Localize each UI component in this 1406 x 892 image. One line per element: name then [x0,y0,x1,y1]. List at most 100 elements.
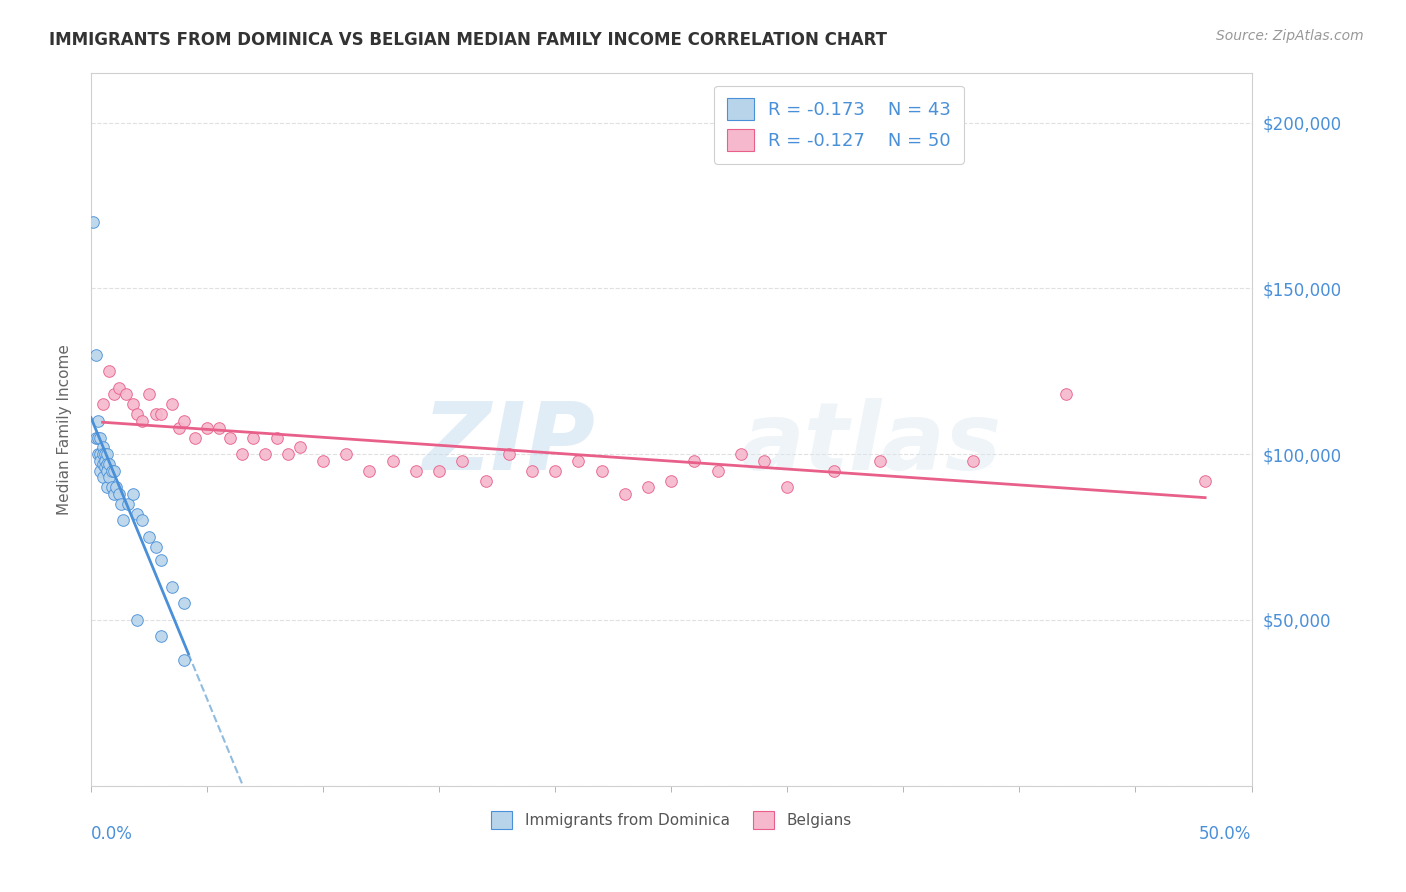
Point [127,613,149,627]
Point [613,487,636,501]
Point [207,420,229,434]
Point [869,454,891,468]
Point [776,480,799,494]
Point [637,480,659,494]
Point [138,387,160,401]
Point [96,480,118,494]
Point [160,397,183,411]
Point [173,652,195,666]
Point [184,431,207,445]
Text: 0.0%: 0.0% [91,825,132,843]
Point [107,381,129,395]
Point [103,487,125,501]
Point [91,447,114,461]
Point [145,540,167,554]
Point [752,454,775,468]
Point [730,447,752,461]
Point [173,596,195,610]
Point [87,447,110,461]
Point [89,447,111,461]
Point [107,487,129,501]
Point [87,431,110,445]
Point [138,530,160,544]
Point [195,420,218,434]
Point [94,460,117,475]
Point [131,414,153,428]
Point [160,580,183,594]
Point [94,447,117,461]
Point [288,441,311,455]
Point [121,397,143,411]
Text: atlas: atlas [741,398,1002,490]
Text: ZIP: ZIP [423,398,596,490]
Point [145,408,167,422]
Point [167,420,190,434]
Point [359,464,381,478]
Point [96,447,118,461]
Point [89,464,111,478]
Point [127,408,149,422]
Point [91,457,114,471]
Point [82,215,104,229]
Point [591,464,613,478]
Point [89,454,111,468]
Point [520,464,543,478]
Point [98,364,121,378]
Point [84,431,107,445]
Point [103,387,125,401]
Point [117,497,139,511]
Point [114,387,136,401]
Point [87,414,110,428]
Point [381,454,404,468]
Point [91,441,114,455]
Point [474,474,496,488]
Point [105,480,128,494]
Point [427,464,450,478]
Point [683,454,706,468]
Point [101,464,124,478]
Point [335,447,357,461]
Point [1054,387,1077,401]
Point [96,464,118,478]
Point [659,474,682,488]
Point [823,464,845,478]
Point [91,397,114,411]
Point [567,454,589,468]
Point [103,464,125,478]
Point [405,464,427,478]
Point [121,487,143,501]
Point [312,454,335,468]
Point [1194,474,1216,488]
Point [242,431,264,445]
Point [112,513,135,527]
Point [266,431,288,445]
Point [96,457,118,471]
Text: IMMIGRANTS FROM DOMINICA VS BELGIAN MEDIAN FAMILY INCOME CORRELATION CHART: IMMIGRANTS FROM DOMINICA VS BELGIAN MEDI… [49,31,887,49]
Point [544,464,567,478]
Point [101,480,124,494]
Point [89,431,111,445]
Point [131,513,153,527]
Point [84,348,107,362]
Point [94,454,117,468]
Y-axis label: Median Family Income: Median Family Income [58,343,72,515]
Point [451,454,474,468]
Point [706,464,728,478]
Point [91,470,114,484]
Point [149,408,172,422]
Point [149,629,172,643]
Point [962,454,984,468]
Point [231,447,253,461]
Legend: Immigrants from Dominica, Belgians: Immigrants from Dominica, Belgians [485,805,858,835]
Point [253,447,276,461]
Point [98,470,121,484]
Point [498,447,520,461]
Point [219,431,242,445]
Point [110,497,132,511]
Point [277,447,299,461]
Point [127,507,149,521]
Point [98,457,121,471]
Point [149,553,172,567]
Point [173,414,195,428]
Text: Source: ZipAtlas.com: Source: ZipAtlas.com [1216,29,1364,43]
